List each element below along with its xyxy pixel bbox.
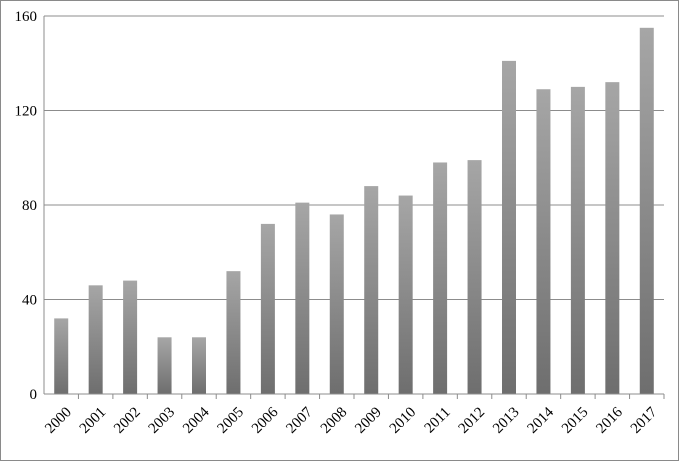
- x-tick-label: 2015: [559, 404, 592, 437]
- y-tick-labels: 0 40 80 120 160: [15, 9, 38, 403]
- bar-2012: [467, 160, 482, 394]
- bar-2000: [54, 318, 69, 394]
- x-tick-label: 2009: [352, 404, 385, 437]
- x-tick-label: 2002: [111, 404, 144, 437]
- bar-2017: [639, 27, 654, 394]
- bar-2003: [157, 337, 172, 394]
- y-tick-label: 40: [22, 293, 37, 309]
- x-tick-label: 2008: [318, 404, 351, 437]
- bar-2008: [329, 214, 344, 394]
- bar-2001: [88, 285, 103, 394]
- x-tick-label: 2016: [593, 404, 626, 437]
- x-tick-label: 2005: [215, 404, 248, 437]
- x-tick-label: 2017: [628, 404, 661, 437]
- bar-2005: [226, 271, 241, 394]
- bars: [54, 27, 654, 395]
- x-tick-label: 2011: [422, 404, 454, 436]
- x-tick-label: 2000: [42, 404, 75, 437]
- axes: [43, 16, 665, 399]
- bar-2016: [605, 82, 620, 395]
- x-tick-label: 2010: [387, 404, 420, 437]
- x-tick-label: 2007: [283, 404, 316, 437]
- grid-lines: [44, 15, 664, 300]
- x-tick-label: 2014: [525, 404, 558, 437]
- y-tick-label: 0: [30, 387, 38, 403]
- y-tick-label: 120: [15, 104, 38, 120]
- bar-2010: [398, 195, 413, 394]
- x-tick-label: 2001: [77, 404, 110, 437]
- x-tick-label: 2012: [456, 404, 489, 437]
- bar-2014: [536, 89, 551, 395]
- x-tick-label: 2003: [146, 404, 179, 437]
- x-tick-label: 2006: [249, 404, 282, 437]
- bar-2002: [123, 280, 138, 394]
- x-tick-label: 2013: [490, 404, 523, 437]
- x-tick-label: 2004: [180, 404, 213, 437]
- x-tick-labels: 2000 2001 2002 2003 2004 2005 2006 2007 2008 2009…: [42, 404, 660, 437]
- bar-2006: [260, 223, 275, 394]
- bar-2007: [295, 202, 310, 394]
- bar-2015: [570, 86, 585, 394]
- bar-2013: [502, 60, 516, 394]
- y-tick-label: 160: [15, 9, 38, 25]
- bar-2011: [433, 162, 448, 394]
- bar-2004: [192, 337, 206, 394]
- bar-2009: [364, 186, 379, 394]
- y-tick-label: 80: [22, 198, 37, 214]
